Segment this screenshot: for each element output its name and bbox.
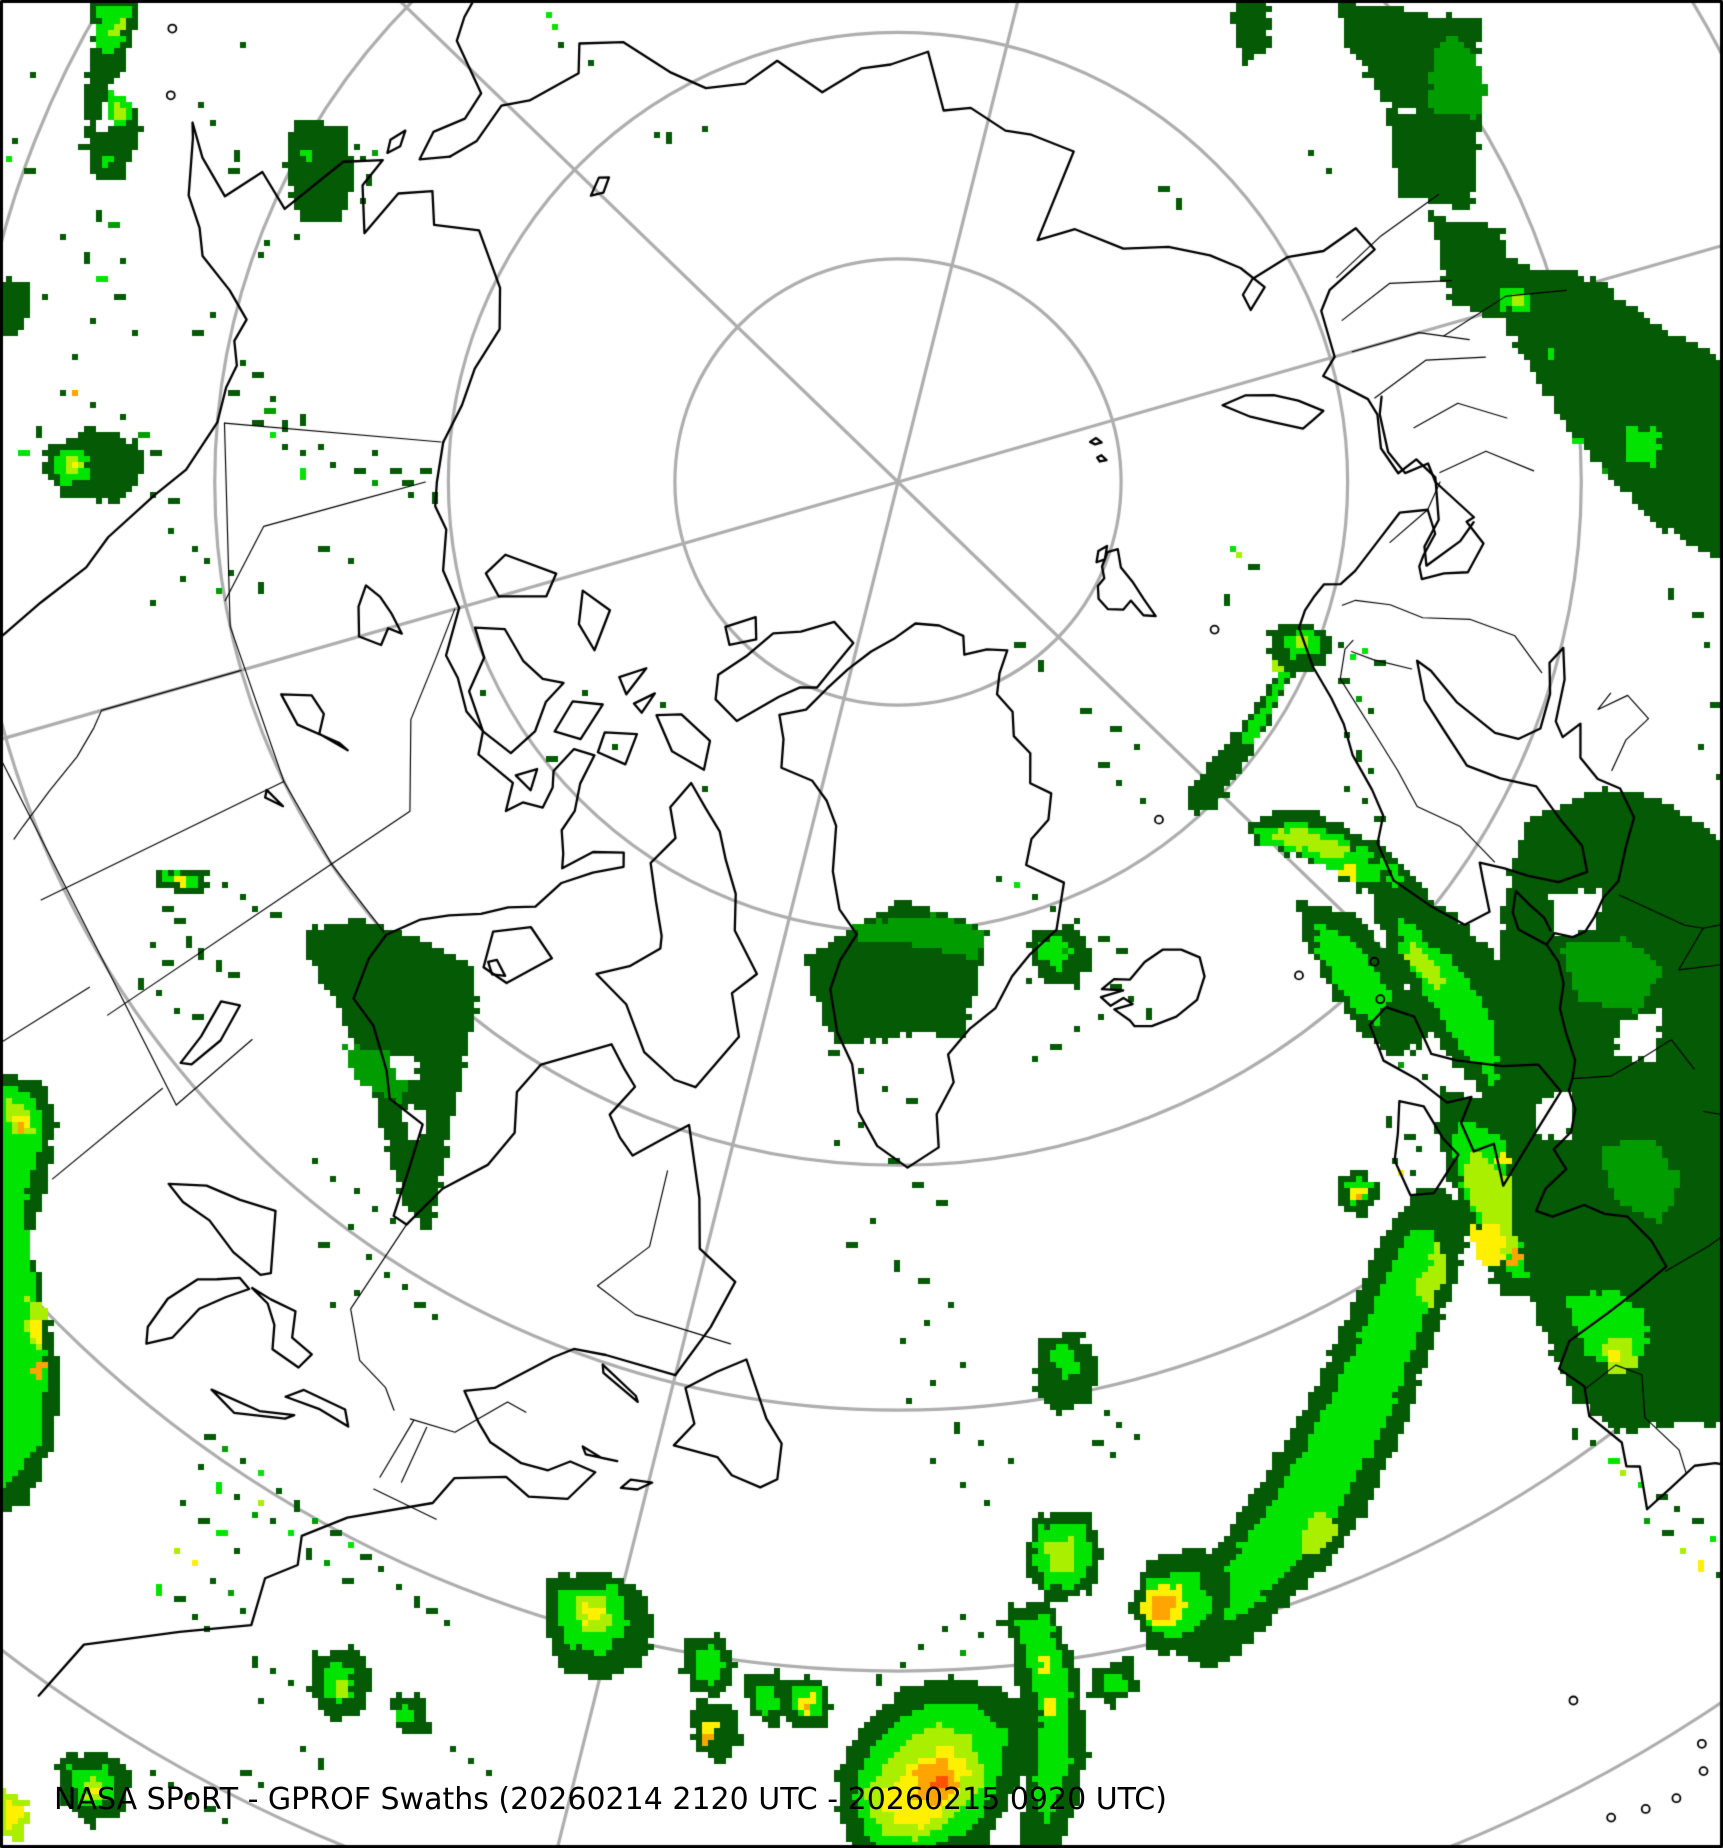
map-title: NASA SPoRT - GPROF Swaths (20260214 2120… [54,1782,1167,1817]
